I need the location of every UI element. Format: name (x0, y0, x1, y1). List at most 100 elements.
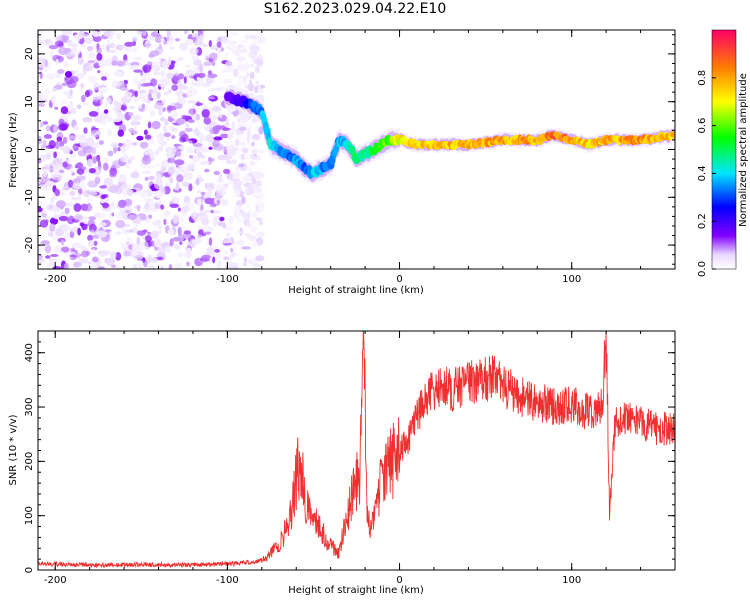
spectrogram-noise-blob (79, 222, 85, 227)
x-tick-label: -100 (216, 274, 239, 285)
spectrogram-noise-blob (225, 60, 233, 67)
spectrogram-noise-blob (93, 240, 98, 246)
spectrogram-noise-layer (38, 30, 266, 269)
spectrogram-noise-blob (209, 115, 218, 120)
spectrogram-noise-blob (89, 189, 97, 193)
spectrogram-noise-blob (169, 46, 175, 51)
spectrogram-noise-blob (226, 140, 234, 149)
spectrogram-noise-blob (38, 245, 47, 252)
spectrogram-noise-blob (141, 155, 152, 165)
spectrogram-noise-blob (258, 187, 262, 194)
spectrogram-noise-blob (240, 153, 245, 162)
spectrogram-noise-blob (78, 258, 89, 264)
spectrogram-noise-blob (61, 82, 67, 87)
spectrogram-noise-blob (258, 202, 265, 212)
spectrogram-noise-blob (64, 207, 70, 215)
spectrogram-noise-blob (92, 256, 99, 263)
spectrogram-noise-blob (47, 61, 52, 70)
spectrogram-noise-blob (79, 88, 83, 94)
spectrogram-noise-blob (176, 174, 184, 183)
spectrogram-noise-blob (132, 77, 139, 86)
spectrogram-noise-blob (77, 57, 84, 65)
spectrogram-noise-blob (76, 168, 85, 175)
spectrogram-noise-blob (73, 261, 82, 268)
spectrogram-noise-blob (242, 147, 249, 154)
spectrogram-noise-blob (136, 31, 143, 35)
x-tick-label: 0 (396, 575, 402, 586)
spectrogram-noise-blob (88, 111, 99, 117)
spectrogram-noise-blob (183, 172, 194, 181)
spectrogram-noise-blob (199, 63, 204, 73)
spectrogram-noise-blob (160, 165, 167, 172)
spectrogram-noise-blob (255, 80, 260, 85)
spectrogram-noise-blob (148, 92, 152, 101)
spectrogram-noise-blob (164, 210, 171, 217)
spectrogram-noise-blob (208, 40, 212, 48)
spectrogram-noise-blob (63, 262, 69, 269)
spectrogram-noise-blob (244, 187, 255, 196)
spectrogram-noise-blob (180, 85, 189, 90)
spectrogram-noise-blob (211, 105, 222, 112)
spectrogram-noise-blob (177, 227, 182, 236)
spectrogram-noise-blob (65, 123, 70, 128)
spectrogram-noise-blob (60, 239, 65, 246)
spectrogram-noise-blob (150, 240, 155, 247)
spectrogram-noise-blob (237, 60, 243, 67)
spectrogram-noise-blob (221, 127, 231, 131)
spectrogram-noise-blob (213, 170, 221, 176)
spectrogram-noise-blob (256, 180, 262, 188)
spectrogram-noise-blob (87, 198, 94, 203)
spectrogram-noise-blob (203, 61, 213, 67)
spectrogram-noise-blob (100, 91, 104, 98)
spectrogram-noise-blob (120, 103, 128, 112)
spectrogram-noise-blob (219, 133, 230, 139)
spectrogram-noise-blob (92, 35, 102, 43)
spectrogram-noise-blob (109, 167, 118, 176)
spectrogram-noise-blob (116, 32, 122, 41)
spectrogram-noise-blob (84, 37, 94, 45)
spectrogram-noise-blob (80, 83, 85, 88)
spectrogram-noise-blob (223, 148, 228, 155)
spectrogram-noise-blob (207, 96, 215, 100)
spectrogram-noise-blob (111, 60, 117, 66)
spectrogram-noise-blob (57, 69, 65, 74)
spectrogram-noise-blob (254, 85, 258, 94)
spectrogram-noise-blob (174, 262, 182, 269)
spectrogram-noise-blob (138, 89, 147, 94)
spectrogram-noise-blob (90, 129, 101, 138)
y-tick-label: 400 (24, 343, 35, 362)
spectrogram-noise-blob (109, 210, 113, 218)
spectrogram-noise-blob (52, 54, 61, 62)
spectrogram-noise-blob (148, 201, 155, 208)
spectrogram-noise-blob (233, 170, 241, 179)
spectrogram-noise-blob (177, 145, 185, 150)
spectrogram-noise-blob (149, 257, 159, 263)
spectrogram-noise-blob (118, 142, 123, 147)
spectrogram-noise-blob (158, 224, 163, 230)
spectrogram-noise-blob (169, 203, 180, 208)
spectrogram-noise-blob (87, 202, 91, 207)
spectrogram-noise-blob (137, 81, 142, 90)
spectrogram-noise-blob (224, 183, 229, 188)
spectrogram-noise-blob (199, 34, 207, 38)
spectrogram-noise-blob (71, 152, 77, 160)
spectrogram-noise-blob (93, 166, 102, 176)
spectrogram-noise-blob (203, 116, 212, 125)
spectrogram-noise-blob (54, 188, 61, 197)
spectrogram-noise-blob (46, 184, 51, 191)
spectrogram-noise-blob (227, 146, 238, 156)
spectrogram-noise-blob (181, 205, 190, 213)
spectrogram-noise-blob (251, 118, 258, 124)
spectrogram-noise-blob (204, 168, 210, 173)
spectrogram-noise-blob (69, 165, 74, 175)
spectrogram-noise-blob (159, 137, 164, 141)
spectrogram-noise-blob (246, 235, 257, 240)
spectrogram-noise-blob (102, 157, 110, 163)
snr-series-line (38, 331, 675, 569)
spectrogram-noise-blob (185, 39, 195, 45)
spectrogram-noise-blob (242, 262, 247, 267)
spectrogram-noise-blob (98, 250, 109, 257)
spectrogram-noise-blob (77, 192, 82, 201)
spectrogram-noise-blob (38, 201, 45, 206)
spectrogram-noise-blob (167, 158, 171, 163)
